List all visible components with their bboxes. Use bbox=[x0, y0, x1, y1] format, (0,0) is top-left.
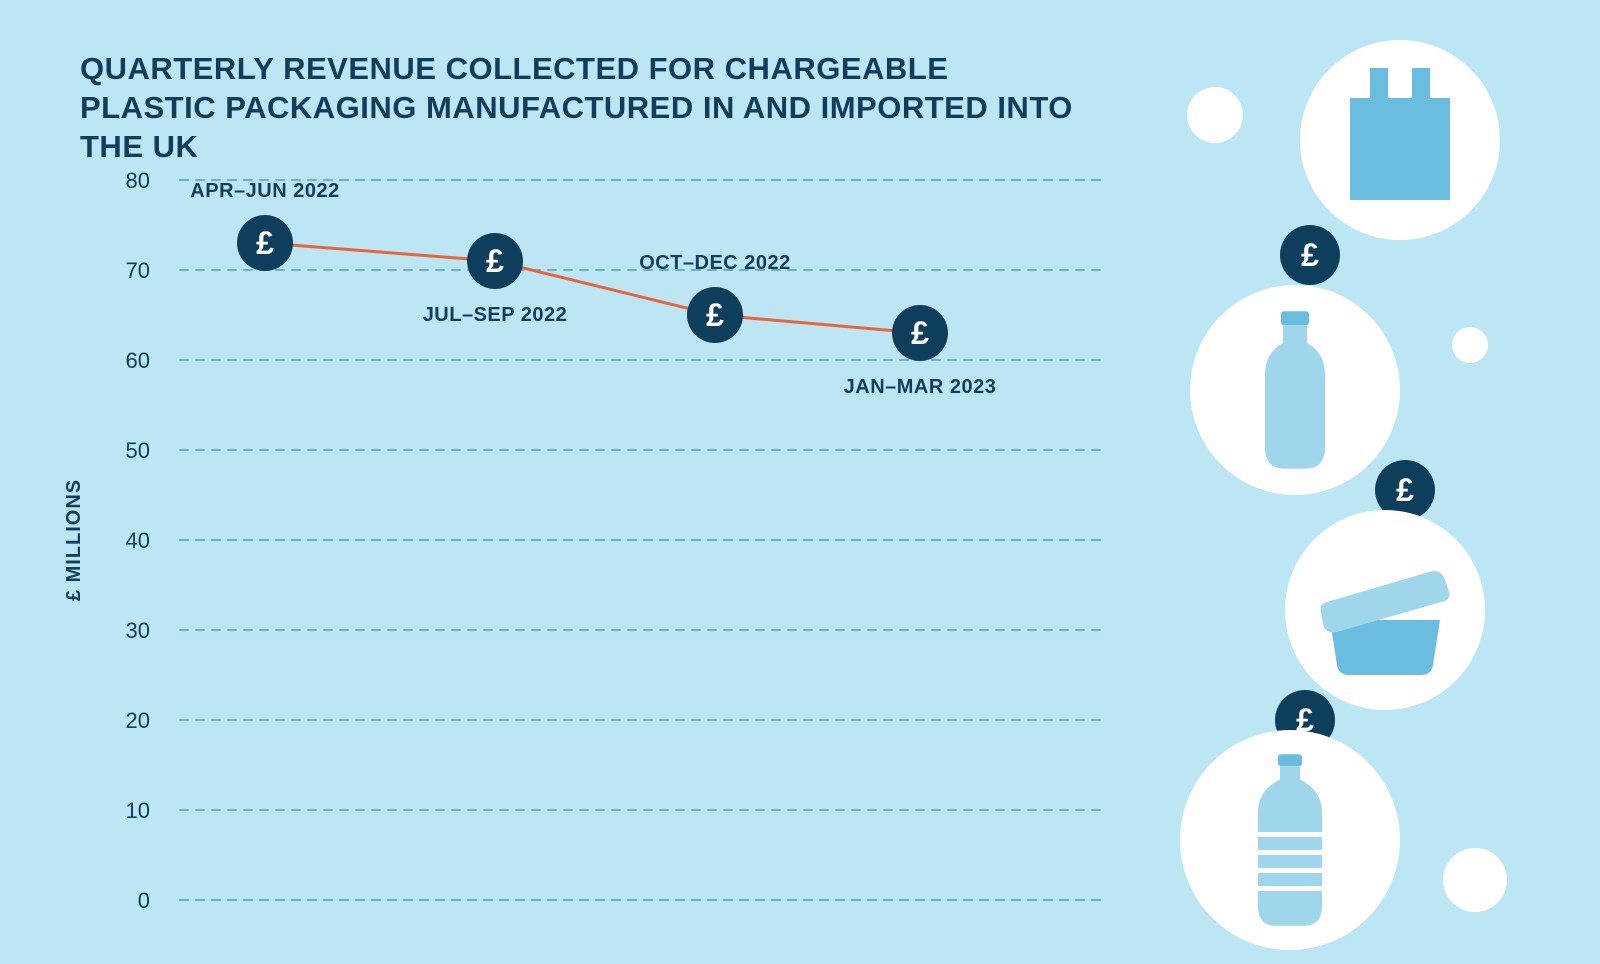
bubble bbox=[1190, 285, 1400, 495]
bubble bbox=[1285, 510, 1485, 710]
pound-icon: £ bbox=[1396, 472, 1414, 508]
bottle-icon bbox=[1258, 766, 1322, 926]
infographic-canvas: QUARTERLY REVENUE COLLECTED FOR CHARGEAB… bbox=[0, 0, 1600, 964]
pound-icon: £ bbox=[1301, 237, 1319, 273]
bottle-cap bbox=[1281, 311, 1309, 325]
bubble: £ bbox=[1280, 225, 1340, 285]
bubble-small bbox=[1187, 87, 1243, 143]
bottle-cap bbox=[1278, 754, 1302, 766]
bubble bbox=[1187, 87, 1243, 143]
bubble bbox=[1180, 730, 1400, 950]
bubble bbox=[1443, 848, 1507, 912]
bubble bbox=[1452, 327, 1488, 363]
bubble-small bbox=[1443, 848, 1507, 912]
bubble-small bbox=[1452, 327, 1488, 363]
bubble bbox=[1300, 40, 1500, 240]
decorative-bubbles: £££ bbox=[0, 0, 1600, 964]
